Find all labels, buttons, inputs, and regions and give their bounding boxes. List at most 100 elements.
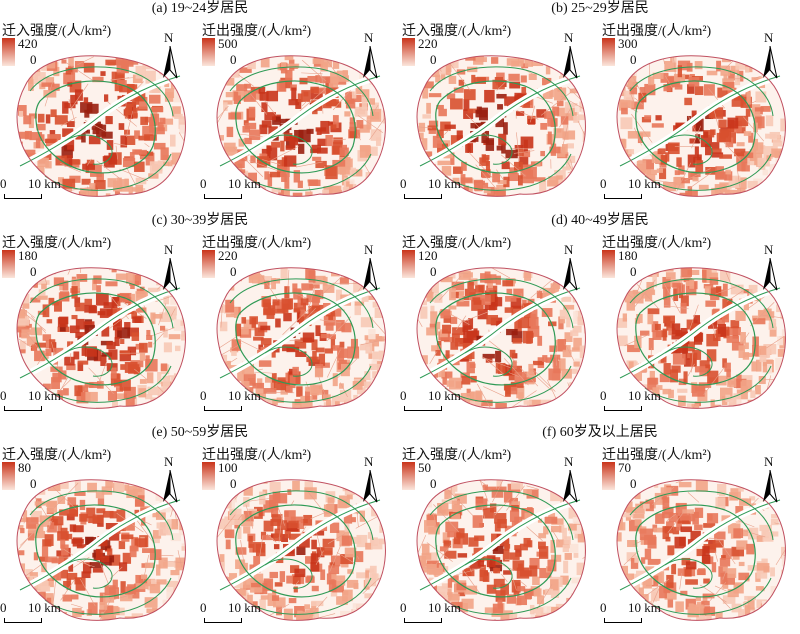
scale-bar: 0 10 km [200, 388, 272, 414]
scale-bar: 0 10 km [400, 600, 472, 626]
legend-min-value: 0 [430, 264, 437, 279]
legend-max-value: 500 [218, 36, 238, 51]
north-arrow-icon: N [360, 30, 380, 79]
legend-color-ramp [602, 250, 615, 278]
legend-max-value: 180 [18, 248, 38, 263]
in-migration-map: 迁入强度/(人/km²) 420 0 N 0 10 km [0, 18, 200, 208]
legend-max-value: 220 [418, 36, 438, 51]
north-arrow-icon: N [560, 242, 580, 291]
legend-title: 迁入强度/(人/km²) [402, 236, 512, 251]
legend-color-ramp [2, 250, 15, 278]
panel-title: (a) 19~24岁居民 [151, 1, 249, 16]
legend-min-value: 0 [630, 476, 637, 491]
scale-bar: 0 10 km [400, 176, 472, 202]
scale-bar: 0 10 km [400, 388, 472, 414]
legend-color-ramp [2, 38, 15, 66]
legend-max-value: 420 [18, 36, 38, 51]
legend-min-value: 0 [230, 476, 237, 491]
legend-max-value: 120 [418, 248, 438, 263]
legend-color-ramp [402, 250, 415, 278]
legend-max-value: 80 [18, 460, 31, 475]
legend-min-value: 0 [230, 264, 237, 279]
out-migration-map: 迁出强度/(人/km²) 500 0 N 0 10 km [200, 18, 400, 208]
legend-title: 迁入强度/(人/km²) [2, 24, 112, 39]
legend-title: 迁入强度/(人/km²) [2, 448, 112, 463]
out-migration-map: 迁出强度/(人/km²) 180 0 N 0 10 km [600, 230, 800, 420]
out-migration-map: 迁出强度/(人/km²) 300 0 N 0 10 km [600, 18, 800, 208]
in-migration-map: 迁入强度/(人/km²) 80 0 N 0 10 km [0, 442, 200, 632]
scale-bar: 0 10 km [600, 176, 672, 202]
panel-a: (a) 19~24岁居民 迁入强度/(人/km²) 420 0 N 0 10 km 迁出强度/… [0, 0, 400, 210]
in-migration-map: 迁入强度/(人/km²) 120 0 N 0 10 km [400, 230, 600, 420]
legend-color-ramp [202, 250, 215, 278]
district-choropleth [416, 479, 586, 621]
scale-bar: 0 10 km [200, 600, 272, 626]
legend-color-ramp [202, 38, 215, 66]
out-migration-map: 迁出强度/(人/km²) 100 0 N 0 10 km [200, 442, 400, 632]
scale-bar: 0 10 km [0, 388, 72, 414]
legend-title: 迁出强度/(人/km²) [202, 24, 312, 39]
district-choropleth [216, 479, 386, 621]
scale-bar: 0 10 km [200, 176, 272, 202]
legend-max-value: 300 [618, 36, 638, 51]
legend-max-value: 100 [218, 460, 238, 475]
district-choropleth [16, 267, 186, 409]
legend-max-value: 180 [618, 248, 638, 263]
district-choropleth [216, 267, 386, 409]
out-migration-map: 迁出强度/(人/km²) 70 0 N 0 10 km [600, 442, 800, 632]
district-choropleth [616, 55, 786, 197]
panel-f: (f) 60岁及以上居民 迁入强度/(人/km²) 50 0 N 0 10 km 迁出强度/(… [400, 424, 800, 634]
legend-color-ramp [602, 38, 615, 66]
district-choropleth [416, 267, 586, 409]
legend-title: 迁入强度/(人/km²) [402, 24, 512, 39]
legend-title: 迁出强度/(人/km²) [602, 236, 712, 251]
out-migration-map: 迁出强度/(人/km²) 220 0 N 0 10 km [200, 230, 400, 420]
district-choropleth [16, 479, 186, 621]
legend-title: 迁出强度/(人/km²) [602, 24, 712, 39]
scale-bar: 0 10 km [600, 600, 672, 626]
in-migration-map: 迁入强度/(人/km²) 180 0 N 0 10 km [0, 230, 200, 420]
legend-min-value: 0 [430, 52, 437, 67]
north-arrow-icon: N [360, 242, 380, 291]
legend-color-ramp [2, 462, 15, 490]
panel-b: (b) 25~29岁居民 迁入强度/(人/km²) 220 0 N 0 10 km 迁出强度/… [400, 0, 800, 210]
north-arrow-icon: N [560, 454, 580, 503]
legend-min-value: 0 [30, 476, 37, 491]
scale-bar: 0 10 km [600, 388, 672, 414]
north-arrow-icon: N [760, 454, 780, 503]
north-arrow-icon: N [160, 454, 180, 503]
panel-title: (e) 50~59岁居民 [151, 425, 249, 440]
panel-title: (b) 25~29岁居民 [551, 1, 649, 16]
legend-color-ramp [602, 462, 615, 490]
north-arrow-icon: N [360, 454, 380, 503]
panel-c: (c) 30~39岁居民 迁入强度/(人/km²) 180 0 N 0 10 km 迁出强度/… [0, 212, 400, 422]
legend-title: 迁出强度/(人/km²) [602, 448, 712, 463]
panel-title: (d) 40~49岁居民 [551, 213, 649, 228]
north-arrow-icon: N [560, 30, 580, 79]
legend-max-value: 50 [418, 460, 431, 475]
north-arrow-icon: N [760, 242, 780, 291]
north-arrow-icon: N [160, 242, 180, 291]
district-choropleth [616, 267, 786, 409]
in-migration-map: 迁入强度/(人/km²) 220 0 N 0 10 km [400, 18, 600, 208]
legend-title: 迁入强度/(人/km²) [402, 448, 512, 463]
north-arrow-icon: N [760, 30, 780, 79]
legend-min-value: 0 [30, 264, 37, 279]
panel-title: (c) 30~39岁居民 [151, 213, 249, 228]
legend-title: 迁入强度/(人/km²) [2, 236, 112, 251]
legend-title: 迁出强度/(人/km²) [202, 448, 312, 463]
district-choropleth [216, 55, 386, 197]
legend-color-ramp [402, 462, 415, 490]
scale-bar: 0 10 km [0, 600, 72, 626]
district-choropleth [416, 55, 586, 197]
legend-min-value: 0 [630, 264, 637, 279]
north-arrow-icon: N [160, 30, 180, 79]
panel-e: (e) 50~59岁居民 迁入强度/(人/km²) 80 0 N 0 10 km 迁出强度/(… [0, 424, 400, 634]
district-choropleth [616, 479, 786, 621]
legend-min-value: 0 [30, 52, 37, 67]
legend-min-value: 0 [430, 476, 437, 491]
legend-min-value: 0 [630, 52, 637, 67]
legend-min-value: 0 [230, 52, 237, 67]
scale-bar: 0 10 km [0, 176, 72, 202]
legend-color-ramp [402, 38, 415, 66]
